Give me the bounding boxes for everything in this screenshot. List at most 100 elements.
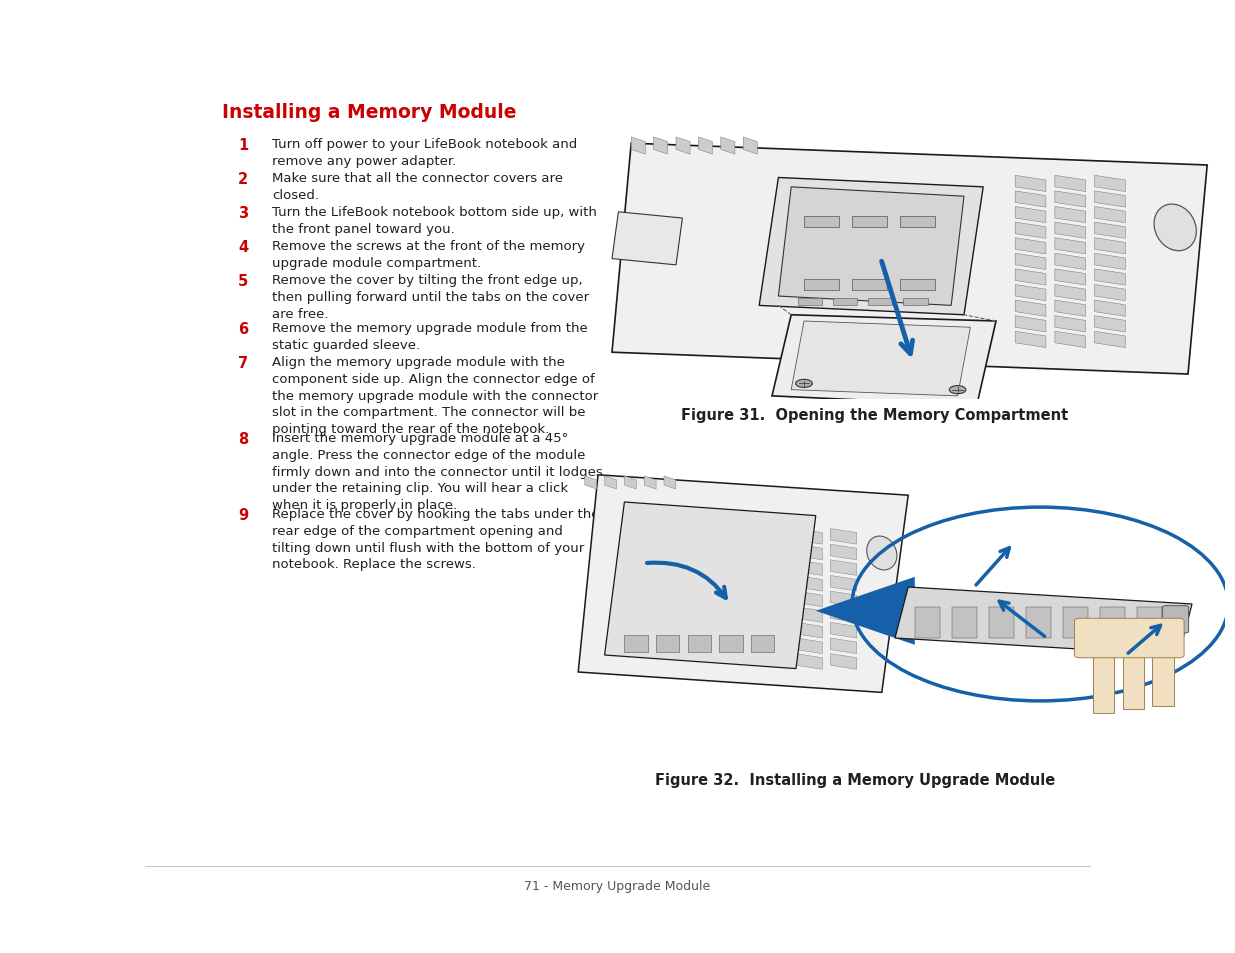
Text: 1: 1	[238, 138, 248, 152]
Text: 71 - Memory Upgrade Module: 71 - Memory Upgrade Module	[524, 879, 710, 892]
Text: 2: 2	[238, 172, 248, 187]
Bar	[900, 279, 935, 291]
Text: Make sure that all the connector covers are
closed.: Make sure that all the connector covers …	[272, 172, 563, 202]
Polygon shape	[797, 639, 823, 654]
Polygon shape	[830, 529, 857, 544]
Bar	[1062, 608, 1088, 639]
Polygon shape	[760, 178, 983, 315]
Polygon shape	[830, 576, 857, 592]
Bar	[832, 298, 857, 306]
Bar	[1026, 608, 1051, 639]
Text: Figure 32.  Installing a Memory Upgrade Module: Figure 32. Installing a Memory Upgrade M…	[655, 772, 1055, 787]
Text: Turn off power to your LifeBook notebook and
remove any power adapter.: Turn off power to your LifeBook notebook…	[272, 138, 577, 168]
Text: Remove the memory upgrade module from the
static guarded sleeve.: Remove the memory upgrade module from th…	[272, 322, 588, 352]
Polygon shape	[797, 592, 823, 607]
Text: 9: 9	[238, 507, 248, 522]
Bar	[625, 635, 647, 652]
Polygon shape	[830, 654, 857, 670]
Polygon shape	[1015, 176, 1046, 193]
Polygon shape	[613, 213, 683, 266]
Polygon shape	[578, 476, 908, 693]
Text: 4: 4	[238, 240, 248, 254]
Polygon shape	[830, 544, 857, 560]
FancyBboxPatch shape	[1162, 606, 1189, 633]
Polygon shape	[605, 502, 816, 669]
Polygon shape	[1015, 208, 1046, 224]
Polygon shape	[1055, 285, 1086, 301]
Circle shape	[950, 386, 966, 395]
Ellipse shape	[1153, 205, 1197, 252]
Polygon shape	[1055, 192, 1086, 208]
Polygon shape	[1055, 254, 1086, 271]
Text: 6: 6	[238, 322, 248, 336]
Polygon shape	[816, 578, 915, 645]
Polygon shape	[721, 138, 735, 155]
Polygon shape	[1094, 316, 1125, 333]
Polygon shape	[797, 560, 823, 576]
Bar	[804, 279, 840, 291]
Polygon shape	[1015, 285, 1046, 301]
Polygon shape	[1055, 301, 1086, 317]
Polygon shape	[1015, 270, 1046, 286]
Bar	[868, 298, 893, 306]
Bar	[656, 635, 679, 652]
Polygon shape	[743, 138, 757, 155]
Polygon shape	[830, 622, 857, 639]
Polygon shape	[631, 138, 645, 155]
Bar	[1136, 608, 1162, 639]
Polygon shape	[1015, 301, 1046, 317]
Polygon shape	[797, 576, 823, 592]
Polygon shape	[625, 476, 636, 490]
Text: Turn the LifeBook notebook bottom side up, with
the front panel toward you.: Turn the LifeBook notebook bottom side u…	[272, 206, 597, 235]
Polygon shape	[1094, 301, 1125, 317]
Polygon shape	[1015, 316, 1046, 333]
Circle shape	[795, 380, 813, 388]
Polygon shape	[797, 529, 823, 544]
Text: Align the memory upgrade module with the
component side up. Align the connector : Align the memory upgrade module with the…	[272, 355, 598, 436]
Polygon shape	[1094, 332, 1125, 348]
Bar	[751, 635, 774, 652]
Polygon shape	[1015, 223, 1046, 239]
Polygon shape	[1093, 645, 1114, 713]
Polygon shape	[1015, 254, 1046, 271]
Bar	[915, 608, 940, 639]
Text: Insert the memory upgrade module at a 45°
angle. Press the connector edge of the: Insert the memory upgrade module at a 45…	[272, 432, 603, 512]
Text: 3: 3	[238, 206, 248, 221]
Polygon shape	[895, 587, 1192, 656]
Text: 8: 8	[238, 432, 248, 447]
Polygon shape	[1094, 254, 1125, 271]
Polygon shape	[653, 138, 668, 155]
Polygon shape	[1094, 208, 1125, 224]
Polygon shape	[645, 476, 656, 490]
FancyBboxPatch shape	[1074, 618, 1184, 658]
Text: Installing a Memory Module: Installing a Memory Module	[222, 103, 516, 122]
Polygon shape	[772, 315, 995, 406]
Polygon shape	[1094, 223, 1125, 239]
Ellipse shape	[867, 537, 897, 570]
Bar	[989, 608, 1014, 639]
Polygon shape	[1055, 208, 1086, 224]
Polygon shape	[676, 138, 690, 155]
Polygon shape	[664, 476, 676, 490]
Polygon shape	[1015, 192, 1046, 208]
Polygon shape	[797, 544, 823, 560]
Polygon shape	[1094, 238, 1125, 254]
Polygon shape	[830, 592, 857, 607]
Polygon shape	[613, 144, 1207, 375]
Bar	[900, 217, 935, 228]
Polygon shape	[1055, 270, 1086, 286]
Text: 7: 7	[238, 355, 248, 371]
Polygon shape	[778, 188, 965, 306]
Polygon shape	[699, 138, 713, 155]
Polygon shape	[1055, 238, 1086, 254]
Polygon shape	[1055, 176, 1086, 193]
Polygon shape	[1055, 223, 1086, 239]
Polygon shape	[1094, 176, 1125, 193]
Polygon shape	[1094, 285, 1125, 301]
Polygon shape	[830, 560, 857, 576]
Polygon shape	[585, 476, 597, 490]
Polygon shape	[1055, 316, 1086, 333]
Polygon shape	[830, 607, 857, 622]
Text: Figure 31.  Opening the Memory Compartment: Figure 31. Opening the Memory Compartmen…	[682, 408, 1068, 422]
Text: 5: 5	[238, 274, 248, 289]
